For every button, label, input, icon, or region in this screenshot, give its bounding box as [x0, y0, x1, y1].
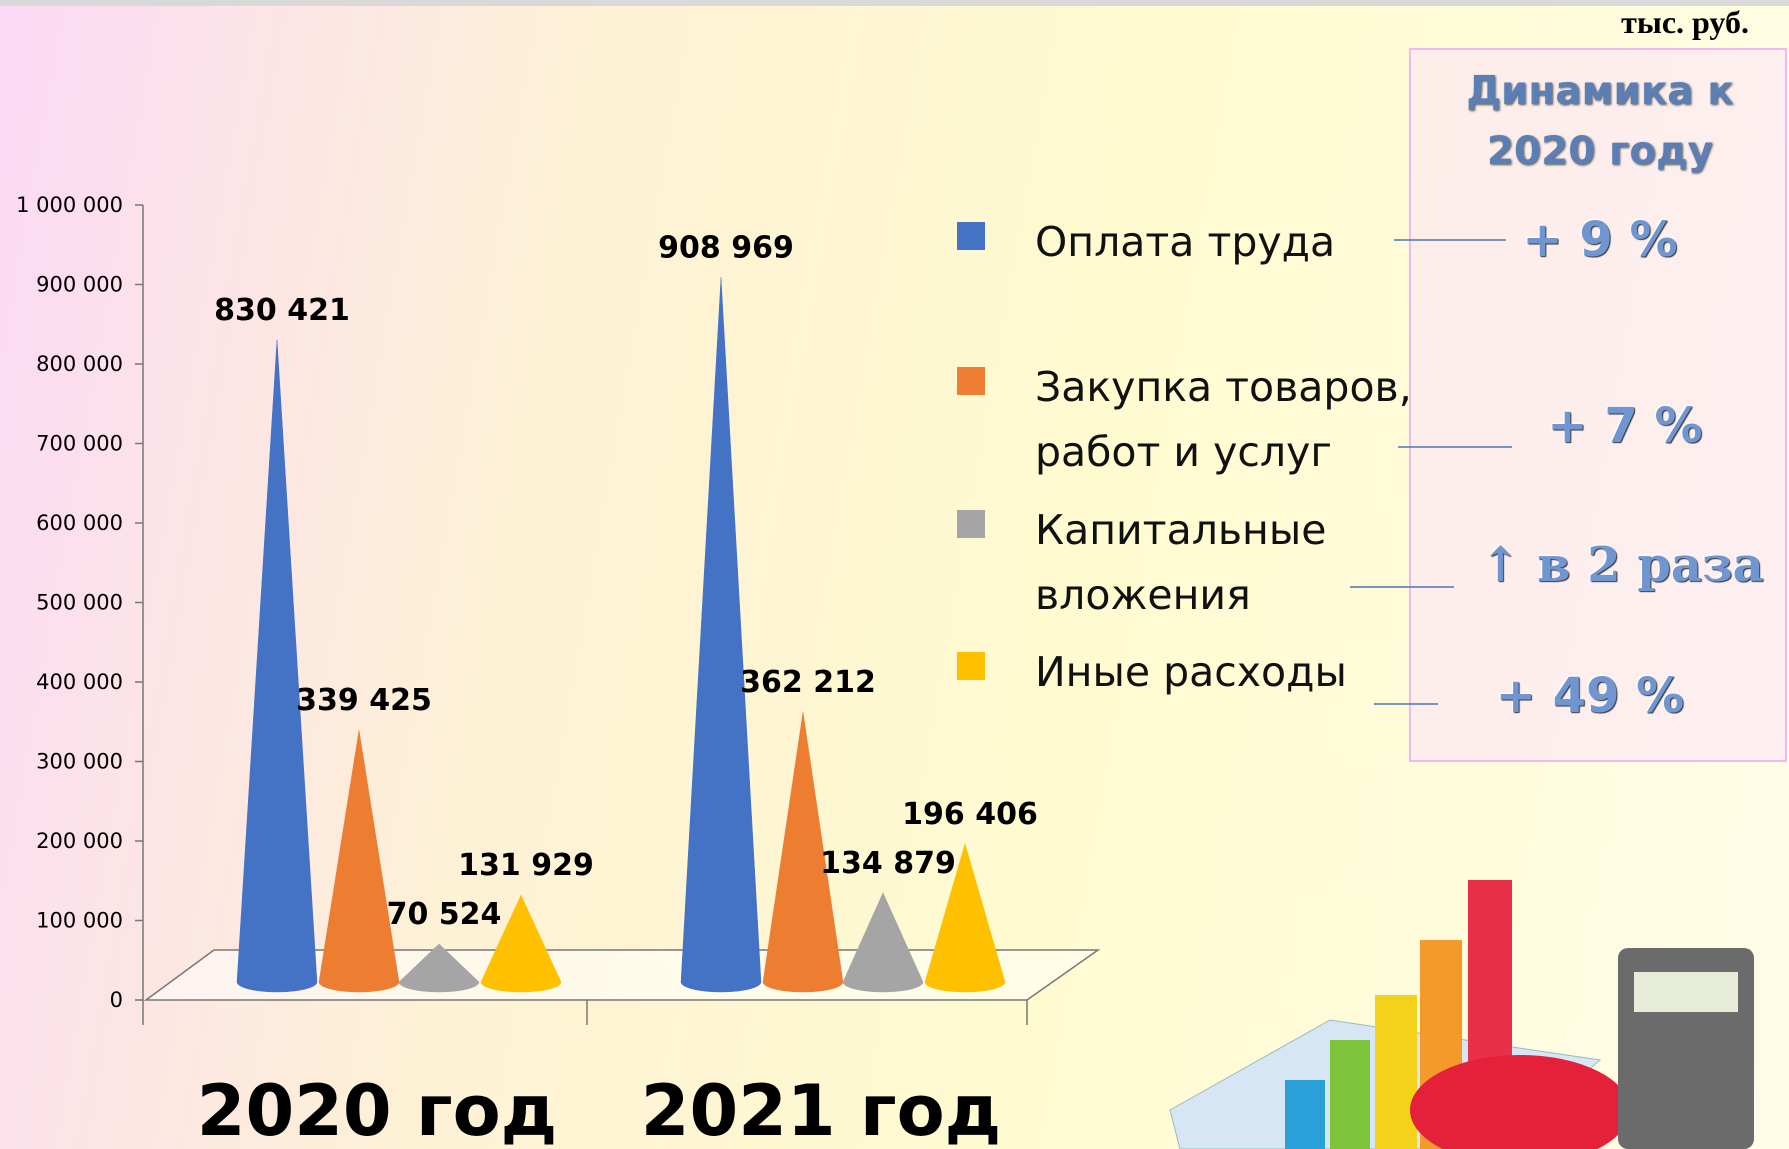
legend-swatch: [957, 510, 985, 538]
y-tick-label: 0: [110, 988, 123, 1012]
legend-label: Оплата труда: [1035, 210, 1435, 275]
x-tick-label: 2021 год: [641, 1070, 1001, 1149]
data-label: 908 969: [658, 230, 794, 265]
cone: [843, 893, 923, 992]
data-label: 134 879: [820, 846, 956, 881]
data-label: 131 929: [458, 848, 594, 883]
decoration: [1170, 880, 1754, 1149]
data-label: 196 406: [902, 797, 1038, 832]
legend-label: Иные расходы: [1035, 640, 1435, 705]
legend-label: Капитальные вложения: [1035, 498, 1435, 628]
legend-swatch: [957, 367, 985, 395]
y-tick-label: 800 000: [36, 352, 123, 376]
y-tick-label: 1 000 000: [16, 193, 123, 217]
y-tick-label: 900 000: [36, 273, 123, 297]
legend-label: Закупка товаров, работ и услуг: [1035, 355, 1435, 485]
y-tick-label: 400 000: [36, 670, 123, 694]
data-label: 70 524: [387, 897, 502, 932]
cone: [681, 277, 761, 992]
y-tick-label: 300 000: [36, 750, 123, 774]
cone: [319, 730, 399, 992]
y-tick-label: 600 000: [36, 511, 123, 535]
dynamics-value: ↑ в 2 раза: [1472, 537, 1772, 593]
dynamics-value: + 9 %: [1450, 212, 1750, 268]
dynamics-title: Динамика к 2020 году: [1440, 62, 1760, 183]
slide: 0 100 000 200 000 300 000 400 000 500 000 600 …: [0, 0, 1789, 1149]
y-tick-label: 700 000: [36, 432, 123, 456]
y-tick-label: 500 000: [36, 591, 123, 615]
data-label: 339 425: [296, 683, 432, 718]
dynamics-value: + 7 %: [1475, 398, 1775, 454]
y-tick-label: 200 000: [36, 829, 123, 853]
x-tick-label: 2020 год: [197, 1070, 557, 1149]
data-label: 830 421: [214, 293, 350, 328]
data-label: 362 212: [740, 665, 876, 700]
dynamics-value: + 49 %: [1440, 668, 1740, 724]
unit-label: тыс. руб.: [1621, 4, 1749, 41]
y-tick-label: 100 000: [36, 909, 123, 933]
legend-swatch: [957, 652, 985, 680]
cone: [237, 340, 317, 992]
legend-swatch: [957, 222, 985, 250]
